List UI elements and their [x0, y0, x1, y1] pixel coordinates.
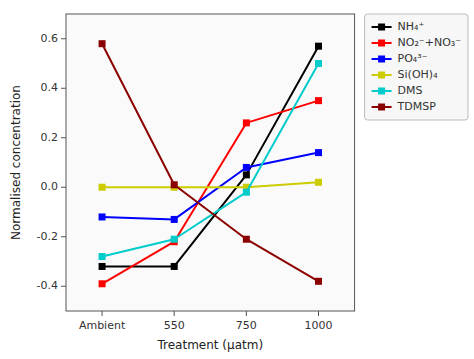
legend-label: Si(OH)₄	[398, 68, 439, 81]
background	[0, 0, 474, 359]
legend-label: PO₄³⁻	[398, 52, 428, 65]
y-tick-label: -0.2	[37, 230, 58, 243]
x-tick	[246, 311, 247, 316]
series-line	[102, 101, 318, 284]
y-axis-label: Normalised concentration	[9, 85, 23, 240]
point	[315, 179, 322, 186]
point	[315, 60, 322, 67]
legend: NH₄⁺ NO₂⁻+NO₃⁻ PO₄³⁻ Si(OH)₄ DMS TDMSP	[365, 14, 468, 120]
series-line	[102, 64, 318, 257]
legend-box	[365, 14, 468, 120]
legend-swatch-marker	[378, 40, 385, 47]
legend-label: TDMSP	[397, 100, 437, 113]
legend-swatch-marker	[378, 88, 385, 95]
series-group	[99, 40, 322, 287]
series-line	[102, 44, 318, 282]
y-tick	[61, 286, 66, 287]
plot-frame	[66, 14, 355, 311]
x-tick-label: Ambient	[79, 319, 126, 332]
x-tick	[174, 311, 175, 316]
series-line	[102, 46, 318, 266]
series-line	[102, 153, 318, 220]
point	[99, 184, 106, 191]
point	[243, 119, 250, 126]
point	[315, 97, 322, 104]
plot-area	[66, 14, 355, 311]
point	[171, 236, 178, 243]
point	[99, 253, 106, 260]
point	[171, 216, 178, 223]
x-tick-label: 750	[236, 319, 257, 332]
x-tick-label: 550	[164, 319, 185, 332]
point	[315, 43, 322, 50]
axes: -0.4 -0.2 0.0 0.2 0.4 0.6 Ambient 550 750 1000	[37, 14, 355, 332]
point	[243, 189, 250, 196]
legend-label: NH₄⁺	[398, 20, 425, 33]
legend-swatch-marker	[378, 104, 385, 111]
y-tick	[61, 88, 66, 89]
point	[243, 236, 250, 243]
y-tick	[61, 137, 66, 138]
y-tick-label: 0.6	[41, 32, 59, 45]
legend-swatch-marker	[378, 72, 385, 79]
y-tick-label: -0.4	[37, 279, 58, 292]
x-tick	[102, 311, 103, 316]
y-tick	[61, 38, 66, 39]
point	[171, 263, 178, 270]
x-axis-label: Treatment (μatm)	[156, 338, 263, 352]
point	[243, 171, 250, 178]
point	[171, 181, 178, 188]
legend-swatch-marker	[378, 56, 385, 63]
y-tick	[61, 236, 66, 237]
point	[315, 278, 322, 285]
point	[99, 213, 106, 220]
legend-label: DMS	[398, 84, 423, 97]
point	[243, 164, 250, 171]
legend-swatch-marker	[378, 24, 385, 31]
point	[99, 280, 106, 287]
point	[315, 149, 322, 156]
y-tick-label: 0.2	[41, 131, 59, 144]
y-tick-label: 0.4	[41, 81, 59, 94]
y-tick-label: 0.0	[41, 180, 59, 193]
y-tick	[61, 187, 66, 188]
chart: -0.4 -0.2 0.0 0.2 0.4 0.6 Ambient 550 750 1000 Tre…	[0, 0, 474, 359]
x-tick-label: 1000	[305, 319, 333, 332]
series-line	[102, 182, 318, 187]
legend-label: NO₂⁻+NO₃⁻	[398, 36, 462, 49]
point	[99, 263, 106, 270]
x-tick	[318, 311, 319, 316]
point	[99, 40, 106, 47]
